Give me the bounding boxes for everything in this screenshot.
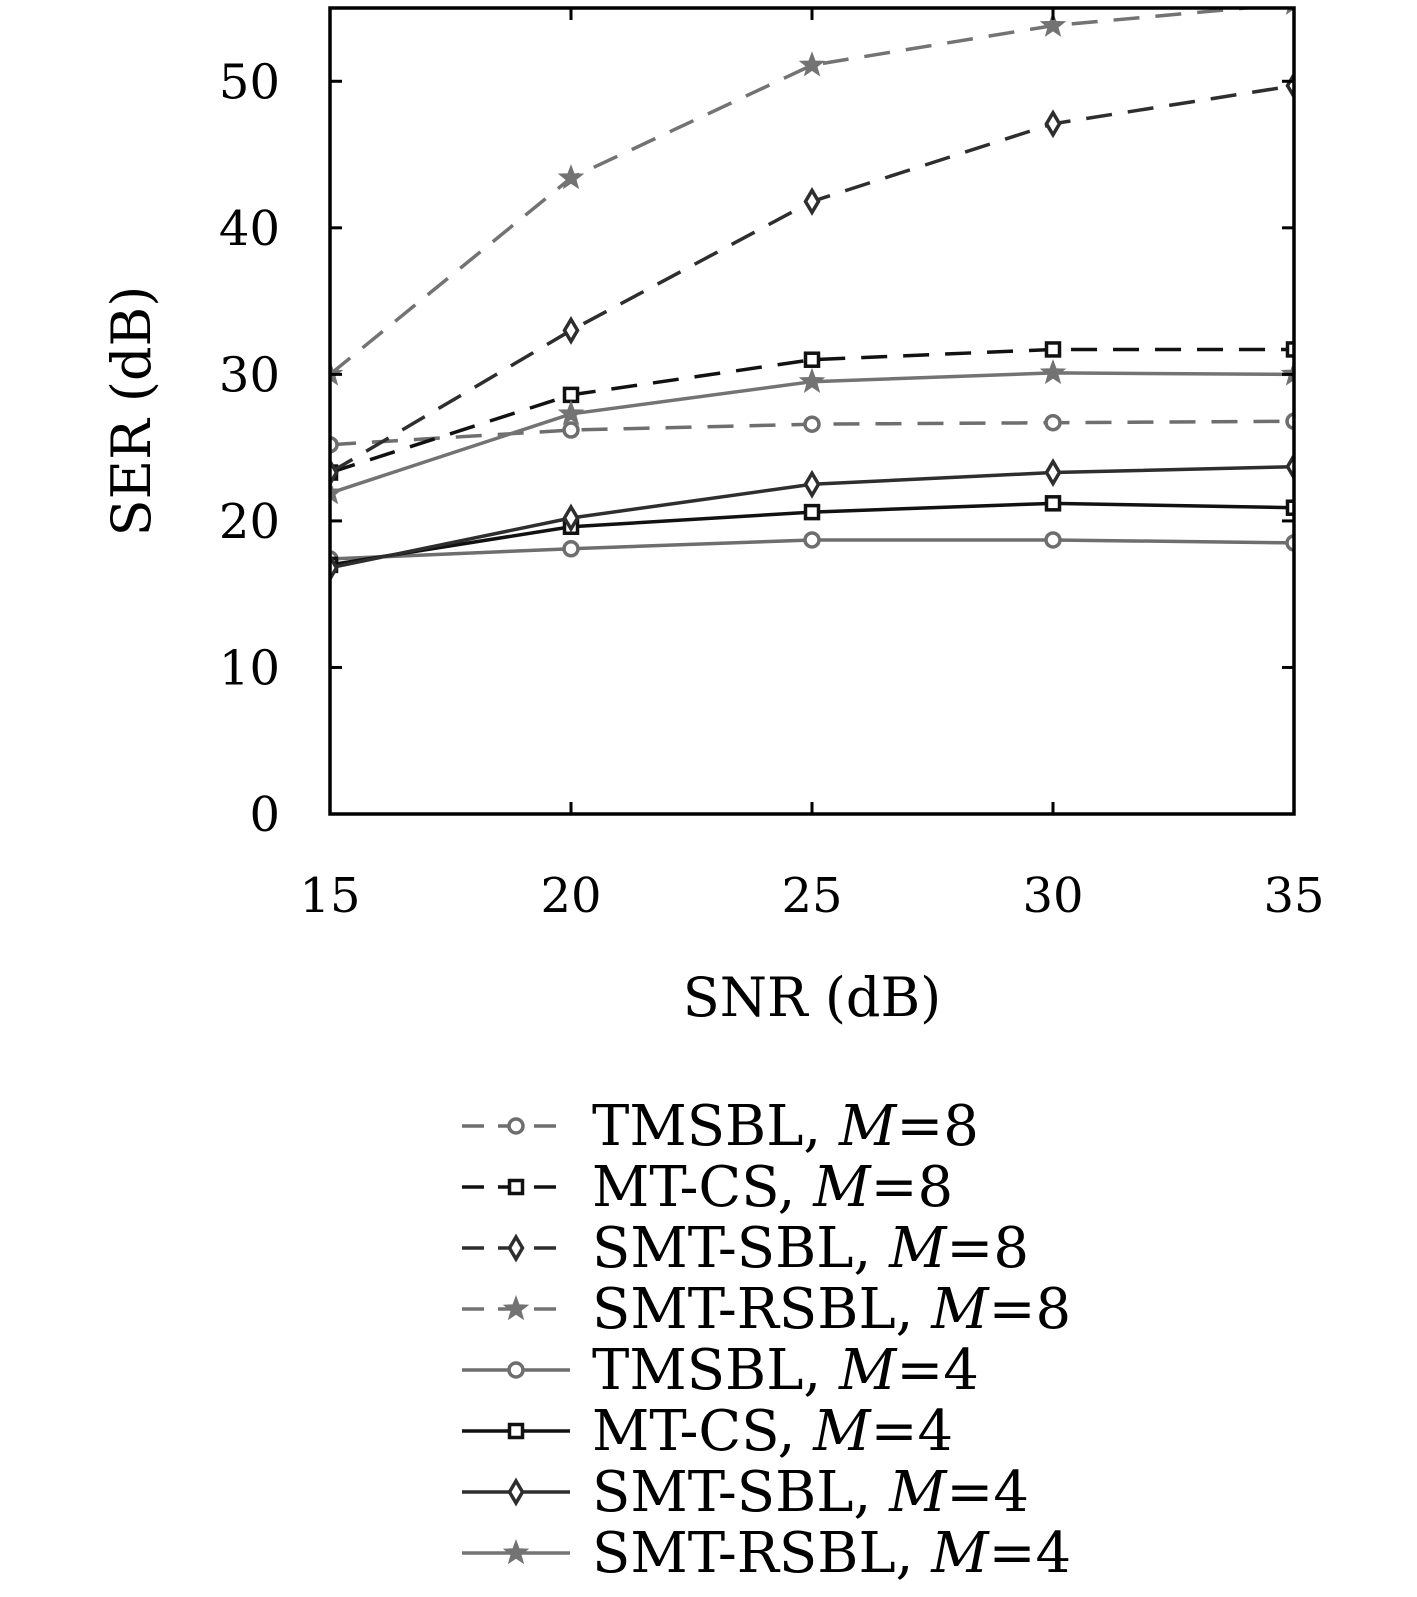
legend-marker-2	[507, 1233, 525, 1263]
legend-name-3: SMT-RSBL,	[592, 1277, 931, 1342]
legend-marker-0	[507, 1117, 525, 1135]
series-1-point-2	[803, 351, 821, 368]
x-tick-label-1: 20	[540, 868, 601, 924]
series-line-3	[330, 8, 1266, 376]
series-1-point-3	[1044, 341, 1062, 358]
series-3	[330, 8, 1294, 386]
legend-label-0: TMSBL, M=8	[592, 1094, 979, 1159]
legend-label-7: SMT-RSBL, M=4	[592, 1521, 1071, 1586]
y-tick-label-0: 0	[249, 787, 280, 843]
series-4-point-1	[562, 540, 580, 558]
legend-label-5: MT-CS, M=4	[592, 1399, 953, 1464]
series-1-point-4	[1285, 341, 1294, 358]
series-0-point-1	[562, 421, 580, 439]
legend-m-value-4: =4	[896, 1338, 979, 1403]
legend-label-6: SMT-SBL, M=4	[592, 1460, 1029, 1525]
legend-m-value-6: =4	[946, 1460, 1029, 1525]
legend-marker-6	[507, 1477, 525, 1507]
legend-entry-4: TMSBL, M=4	[462, 1338, 979, 1403]
legend-entry-3: SMT-RSBL, M=8	[462, 1277, 1071, 1342]
legend-marker-4	[507, 1361, 525, 1379]
series-2-point-2	[803, 187, 821, 216]
legend-entry-2: SMT-SBL, M=8	[462, 1216, 1029, 1281]
series-2-point-3	[1044, 109, 1062, 139]
axes-frame	[328, 6, 1296, 816]
series-6-point-1	[562, 503, 580, 533]
legend-m-1: M	[812, 1155, 872, 1220]
series-0-point-2	[803, 415, 821, 433]
legend-m-value-1: =8	[871, 1155, 954, 1220]
series-5-point-2	[803, 503, 821, 521]
x-tick-label-2: 25	[781, 868, 842, 924]
legend-label-2: SMT-SBL, M=8	[592, 1216, 1029, 1281]
legend-name-2: SMT-SBL,	[592, 1216, 889, 1281]
legend-entry-7: SMT-RSBL, M=4	[462, 1521, 1071, 1586]
legend-m-value-2: =8	[946, 1216, 1029, 1281]
series-4-point-2	[803, 531, 821, 549]
plot-area	[330, 8, 1294, 583]
legend-m-3: M	[930, 1277, 990, 1342]
legend-m-7: M	[930, 1521, 990, 1586]
series-6-point-3	[1044, 458, 1062, 487]
series-5-point-4	[1285, 499, 1294, 516]
legend-m-2: M	[888, 1216, 948, 1281]
series-5-point-3	[1044, 495, 1062, 512]
legend-label-3: SMT-RSBL, M=8	[592, 1277, 1071, 1342]
y-tick-label-3: 30	[219, 347, 280, 403]
series-7-point-2	[798, 367, 826, 393]
legend-entry-6: SMT-SBL, M=4	[462, 1460, 1029, 1525]
legend-marker-3	[502, 1295, 530, 1321]
series-3-point-3	[1039, 11, 1067, 37]
series-2-point-1	[562, 315, 580, 345]
x-tick-label-3: 30	[1022, 868, 1083, 924]
series-1	[330, 341, 1294, 481]
legend-m-0: M	[838, 1094, 898, 1159]
legend-label-4: TMSBL, M=4	[592, 1338, 979, 1403]
legend-entry-5: MT-CS, M=4	[462, 1399, 953, 1464]
series-4-point-3	[1044, 531, 1062, 549]
series-3-point-1	[557, 164, 585, 190]
axes: 15 20 25 30 35 0 10 20 30 40 50	[219, 6, 1325, 924]
series-7-point-1	[557, 399, 585, 426]
legend-m-value-0: =8	[896, 1094, 979, 1159]
series-line-2	[330, 83, 1294, 475]
legend-name-1: MT-CS,	[592, 1155, 813, 1220]
legend-name-0: TMSBL,	[592, 1094, 839, 1159]
legend-name-5: MT-CS,	[592, 1399, 813, 1464]
y-tick-label-4: 40	[219, 201, 280, 257]
legend-name-6: SMT-SBL,	[592, 1460, 889, 1525]
series-7-point-0	[330, 479, 344, 505]
legend-name-4: TMSBL,	[592, 1338, 839, 1403]
legend-entry-0: TMSBL, M=8	[462, 1094, 979, 1159]
series-3-point-2	[798, 51, 826, 77]
legend-entry-1: MT-CS, M=8	[462, 1155, 953, 1220]
legend-name-7: SMT-RSBL,	[592, 1521, 931, 1586]
y-tick-label-2: 20	[219, 494, 280, 550]
x-tick-label-4: 35	[1263, 868, 1324, 924]
legend-m-6: M	[888, 1460, 948, 1525]
legend-m-value-5: =4	[871, 1399, 954, 1464]
legend-m-5: M	[812, 1399, 872, 1464]
y-axis-label: SER (dB)	[100, 286, 163, 537]
series-0-point-3	[1044, 413, 1062, 432]
legend-marker-5	[507, 1422, 525, 1440]
legend-label-1: MT-CS, M=8	[592, 1155, 953, 1220]
x-tick-label-0: 15	[299, 868, 360, 924]
y-tick-label-1: 10	[219, 640, 280, 696]
x-axis-label: SNR (dB)	[683, 966, 941, 1029]
legend-marker-7	[502, 1539, 530, 1565]
y-tick-label-5: 50	[219, 54, 280, 110]
series-line-1	[330, 347, 1294, 475]
legend-marker-1	[507, 1178, 525, 1196]
legend-m-4: M	[838, 1338, 898, 1403]
legend-m-value-7: =4	[989, 1521, 1072, 1586]
series-6-point-2	[803, 469, 821, 499]
series-1-point-1	[562, 386, 580, 404]
legend-m-value-3: =8	[989, 1277, 1072, 1342]
series-7-point-3	[1039, 358, 1067, 385]
